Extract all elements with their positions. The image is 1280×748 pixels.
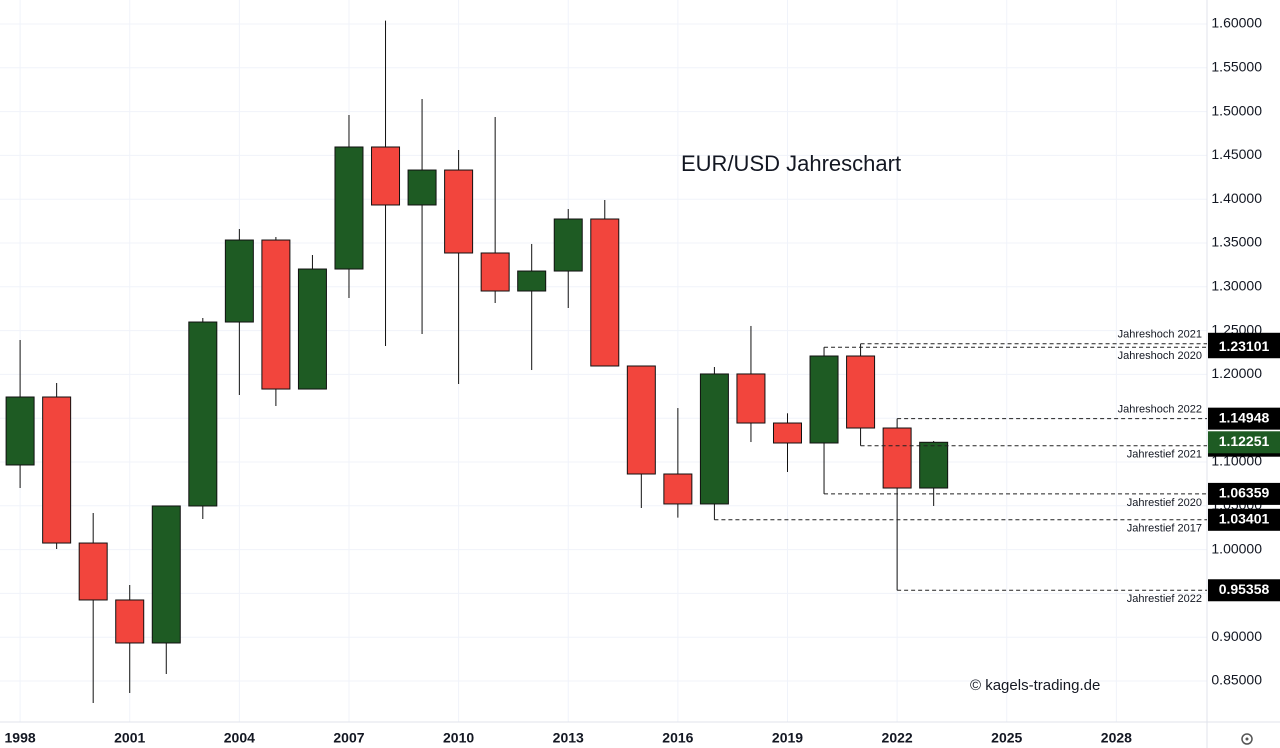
candle-body (480, 252, 510, 292)
candle-body (553, 218, 583, 272)
x-tick-label: 2019 (772, 730, 803, 746)
level-label: Jahrestief 2021 (1127, 449, 1202, 461)
price-label: 1.14948 (1219, 409, 1270, 425)
price-box (1208, 482, 1280, 505)
y-tick-label: 0.85000 (1211, 672, 1262, 688)
price-label: 0.95358 (1219, 581, 1270, 597)
x-tick-label: 2007 (333, 730, 364, 746)
price-label: 1.03401 (1219, 511, 1270, 527)
price-box (1208, 431, 1280, 454)
candle-body (882, 427, 912, 489)
candle-body (919, 441, 949, 489)
price-label: 1.06359 (1219, 485, 1270, 501)
y-tick-label: 1.20000 (1211, 365, 1262, 381)
candle-body (78, 542, 108, 601)
y-tick-label: 1.50000 (1211, 102, 1262, 118)
watermark: © kagels-trading.de (970, 677, 1100, 694)
candle-body (115, 599, 145, 644)
candle-body (736, 373, 766, 424)
candle-body (188, 321, 218, 507)
chart-title: EUR/USD Jahreschart (681, 151, 901, 176)
candle-body (699, 373, 729, 505)
candle-body (407, 169, 437, 206)
level-label: Jahrestief 2017 (1127, 523, 1202, 535)
candle-body (42, 396, 72, 544)
candle-body (371, 146, 401, 206)
level-label: Jahreshoch 2022 (1118, 404, 1202, 416)
level-label: Jahreshoch 2020 (1118, 350, 1202, 362)
candle-body (590, 218, 620, 367)
candle-body (663, 473, 693, 505)
x-tick-label: 2001 (114, 730, 145, 746)
candle-body (517, 270, 547, 292)
candle-body (297, 268, 327, 390)
price-box (1208, 508, 1280, 531)
candle-body (151, 505, 181, 644)
price-box (1208, 336, 1280, 359)
candle-body (444, 169, 474, 254)
y-tick-label: 1.30000 (1211, 278, 1262, 294)
price-label: 1.23101 (1219, 338, 1270, 354)
y-tick-label: 1.00000 (1211, 540, 1262, 556)
x-tick-label: 2016 (662, 730, 693, 746)
y-tick-label: 1.10000 (1211, 453, 1262, 469)
y-tick-label: 0.90000 (1211, 628, 1262, 644)
level-label: Jahreshoch 2021 (1118, 329, 1202, 341)
y-tick-label: 1.45000 (1211, 146, 1262, 162)
candle-body (809, 355, 839, 444)
y-tick-label: 1.60000 (1211, 15, 1262, 31)
candle-body (224, 239, 254, 323)
settings-icon[interactable] (1241, 733, 1253, 745)
x-tick-label: 1998 (5, 730, 36, 746)
candle-body (261, 239, 291, 390)
candle-body (846, 355, 876, 429)
candle-body (334, 146, 364, 270)
level-label: Jahrestief 2022 (1127, 593, 1202, 605)
candle-body (626, 365, 656, 475)
candle-body (5, 396, 35, 466)
price-box (1208, 579, 1280, 602)
level-label: Jahrestief 2020 (1127, 497, 1202, 509)
x-tick-label: 2028 (1101, 730, 1132, 746)
y-tick-label: 1.55000 (1211, 59, 1262, 75)
y-tick-label: 1.35000 (1211, 234, 1262, 250)
last-price-label: 1.12251 (1219, 433, 1270, 449)
x-tick-label: 2004 (224, 730, 255, 746)
x-tick-label: 2013 (553, 730, 584, 746)
x-tick-label: 2025 (991, 730, 1022, 746)
y-tick-label: 1.40000 (1211, 190, 1262, 206)
x-tick-label: 2022 (882, 730, 913, 746)
x-tick-label: 2010 (443, 730, 474, 746)
price-box (1208, 407, 1280, 430)
candle-body (772, 422, 802, 444)
